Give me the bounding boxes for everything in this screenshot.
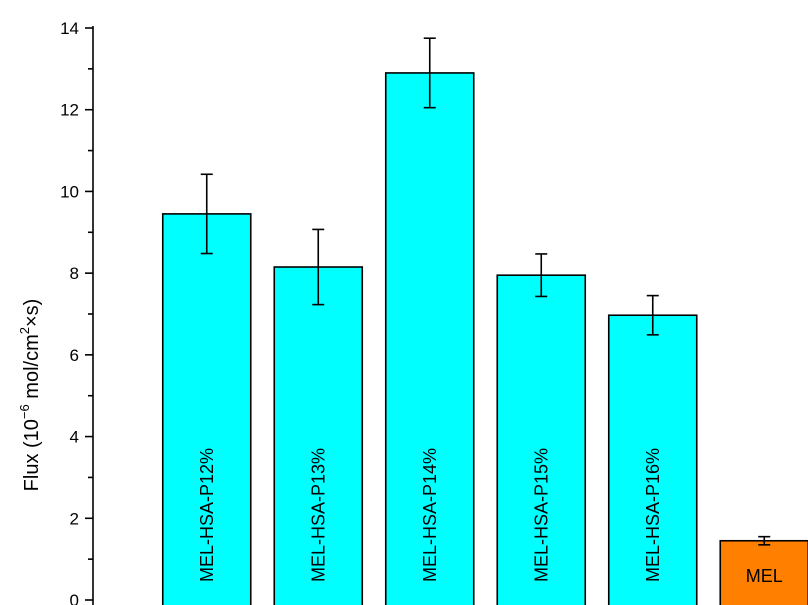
y-tick-label-1: 2 <box>70 509 79 528</box>
y-tick-label-7: 14 <box>60 19 79 38</box>
y-tick-label-2: 4 <box>70 428 79 447</box>
bar-0 <box>161 213 252 605</box>
bar-1 <box>273 266 364 605</box>
bar-label-1: MEL-HSA-P13% <box>308 448 328 582</box>
bar-label-2: MEL-HSA-P14% <box>420 448 440 582</box>
bar-label-4: MEL-HSA-P16% <box>643 448 663 582</box>
y-axis-title: Flux (10−6 mol/cm2×s) <box>17 299 43 492</box>
y-tick-label-6: 12 <box>60 101 79 120</box>
bar-4 <box>607 314 698 605</box>
bar-label-0: MEL-HSA-P12% <box>197 448 217 582</box>
y-tick-label-0: 0 <box>70 591 79 605</box>
bar-label-5: MEL <box>746 566 783 586</box>
y-tick-label-4: 8 <box>70 264 79 283</box>
plot-area: 0 2 4 6 8 10 12 14 MEL-HSA-P12% MEL-HSA-P13% MEL-H… <box>60 19 808 605</box>
y-tick-label-5: 10 <box>60 182 79 201</box>
y-tick-label-3: 6 <box>70 346 79 365</box>
bar-label-3: MEL-HSA-P15% <box>531 448 551 582</box>
bar-5 <box>719 539 808 605</box>
bar-2 <box>384 72 475 605</box>
